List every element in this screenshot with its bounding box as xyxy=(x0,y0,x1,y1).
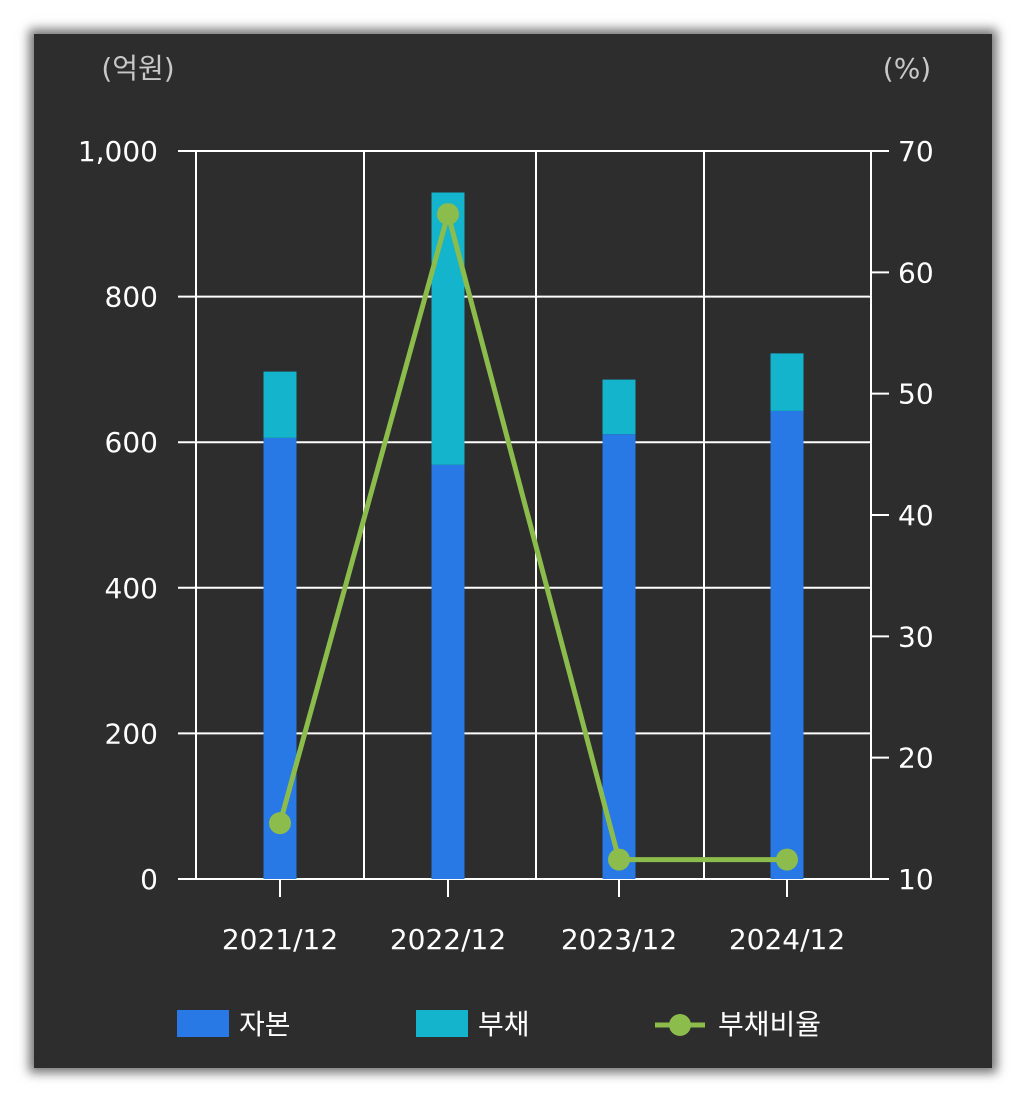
y-left-unit-label: (억원) xyxy=(101,52,174,85)
chart-panel xyxy=(34,34,992,1068)
y-left-tick-label: 400 xyxy=(105,572,158,605)
y-left-tick-label: 1,000 xyxy=(78,135,158,168)
y-left-tick-label: 0 xyxy=(140,863,158,896)
legend-label-ratio: 부채비율 xyxy=(718,1008,821,1041)
bar-equity xyxy=(770,410,804,879)
y-right-tick-label: 40 xyxy=(898,499,934,532)
ratio-line-path xyxy=(277,211,787,863)
ratio-point xyxy=(608,848,630,871)
y-right-tick-label: 60 xyxy=(898,256,934,289)
legend-label-equity: 자본 xyxy=(239,1008,291,1041)
legend-marker-ratio xyxy=(669,1014,691,1036)
bars xyxy=(263,192,804,879)
legend: 자본 부채 부채비율 xyxy=(177,1008,821,1041)
bar-equity xyxy=(263,437,297,879)
ticks: 0 200 400 600 800 1,000 10 20 30 40 50 60 70 2021/12 2… xyxy=(78,135,934,956)
x-tick-label: 2023/12 xyxy=(561,923,677,956)
ratio-point xyxy=(437,203,459,226)
bar-debt xyxy=(431,192,465,465)
y-right-tick-label: 50 xyxy=(898,378,934,411)
y-right-tick-label: 10 xyxy=(898,863,934,896)
ratio-point xyxy=(269,812,291,835)
y-left-tick-label: 800 xyxy=(105,281,158,314)
y-left-tick-label: 600 xyxy=(105,426,158,459)
x-tick-label: 2022/12 xyxy=(390,923,506,956)
x-tick-label: 2024/12 xyxy=(729,923,845,956)
y-right-tick-label: 20 xyxy=(898,742,934,775)
y-right-unit-label: (%) xyxy=(883,52,931,85)
ratio-point xyxy=(776,848,798,871)
bar-equity xyxy=(602,434,636,879)
y-left-tick-label: 200 xyxy=(105,717,158,750)
ratio-line xyxy=(269,203,798,871)
y-right-tick-label: 70 xyxy=(898,135,934,168)
legend-swatch-debt xyxy=(416,1010,468,1037)
legend-swatch-equity xyxy=(177,1010,229,1037)
bar-equity xyxy=(431,464,465,879)
bar-debt xyxy=(263,371,297,438)
x-tick-label: 2021/12 xyxy=(222,923,338,956)
bar-debt xyxy=(770,353,804,411)
bar-debt xyxy=(602,379,636,435)
y-right-tick-label: 30 xyxy=(898,620,934,653)
legend-label-debt: 부채 xyxy=(478,1008,530,1041)
